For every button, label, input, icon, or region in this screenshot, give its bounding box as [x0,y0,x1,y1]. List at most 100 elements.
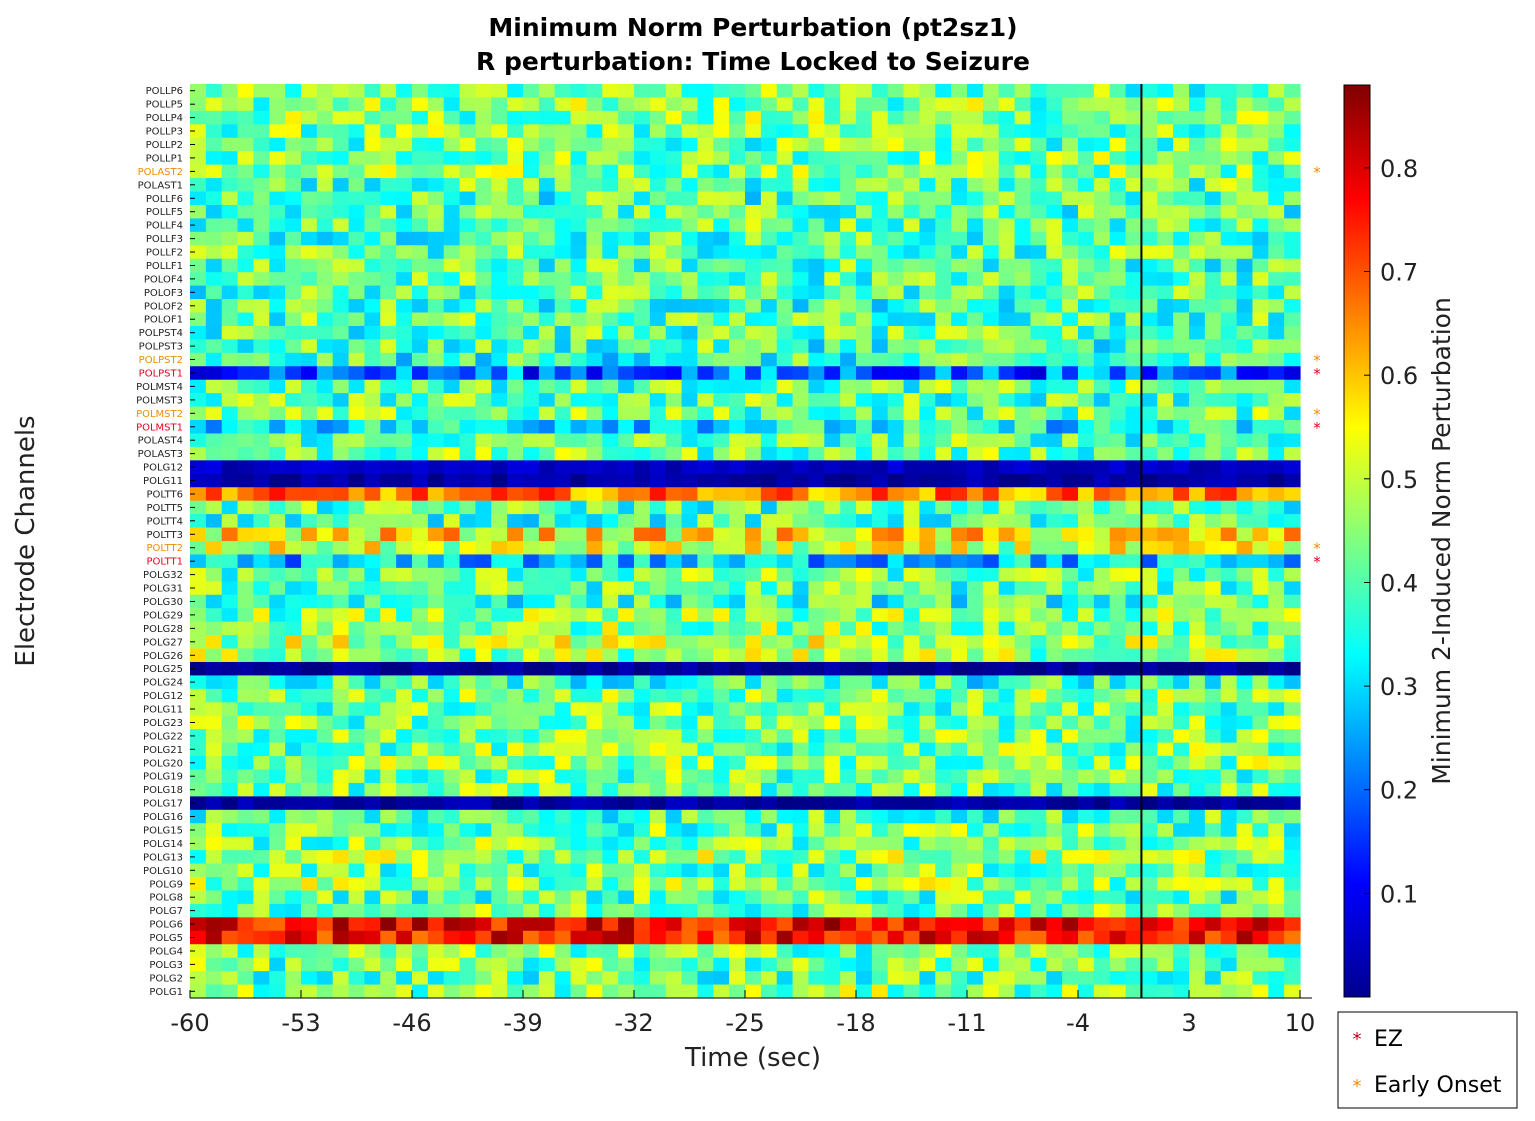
heatmap-cell [856,299,873,314]
channel-label: POLG4 [149,947,183,958]
heatmap-cell [1093,299,1111,314]
heatmap-cell [919,191,936,206]
heatmap-cell [221,245,239,260]
heatmap-cell [316,635,334,650]
heatmap-cell [1093,541,1111,556]
heatmap-cell [507,890,524,905]
heatmap-cell [681,204,699,220]
heatmap-cell [840,487,857,502]
heatmap-cell [840,460,857,475]
heatmap-cell [808,554,825,569]
heatmap-cell [681,688,699,703]
heatmap-cell [269,110,286,125]
heatmap-cell [808,675,825,690]
heatmap-cell [649,702,667,717]
heatmap-cell [760,688,778,703]
heatmap-cell [792,567,810,582]
heatmap-cell [1189,164,1206,179]
heatmap-cell [903,460,921,475]
heatmap-cell [380,312,397,327]
heatmap-cell [618,769,635,784]
heatmap-cell [1220,500,1238,515]
heatmap-cell [1284,675,1301,690]
heatmap-cell [205,836,223,851]
heatmap-cell [792,406,810,421]
heatmap-cell [951,688,968,703]
heatmap-cell [491,742,508,757]
heatmap-cell [792,164,810,179]
heatmap-cell [269,635,286,650]
heatmap-cell [364,675,381,690]
heatmap-cell [523,702,540,717]
heatmap-cell [1109,231,1127,246]
heatmap-cell [1252,903,1269,918]
heatmap-cell [427,433,445,448]
heatmap-cell [919,285,936,300]
heatmap-cell [1030,84,1047,99]
heatmap-cell [602,204,619,220]
heatmap-cell [1062,285,1079,300]
heatmap-cell [316,890,334,905]
heatmap-cell [1062,554,1079,569]
heatmap-cell [982,124,1000,139]
heatmap-cell [729,890,746,905]
heatmap-cell [285,393,302,408]
heatmap-cell [887,137,905,152]
heatmap-cell [1220,688,1238,703]
heatmap-cell [538,554,556,569]
heatmap-cell [919,393,936,408]
heatmap-cell [919,957,936,972]
heatmap-cell [792,325,810,340]
heatmap-cell [1189,648,1206,663]
heatmap-cell [1252,272,1269,287]
heatmap-cell [760,541,778,556]
heatmap-cell [412,514,429,529]
heatmap-cell [332,648,350,663]
heatmap-cell [570,110,588,125]
heatmap-cell [840,594,857,609]
heatmap-cell [840,742,857,757]
heatmap-cell [745,554,762,569]
heatmap-cell [1284,984,1301,999]
heatmap-cell [649,621,667,636]
heatmap-cell [412,742,429,757]
heatmap-cell [475,272,492,287]
heatmap-cell [190,648,207,663]
heatmap-cell [586,514,603,529]
heatmap-cell [792,231,810,246]
heatmap-cell [1189,863,1206,878]
heatmap-cell [285,903,302,918]
heatmap-cell [554,460,572,475]
heatmap-cell [459,729,477,744]
heatmap-cell [1204,339,1222,354]
heatmap-cell [1189,500,1206,515]
heatmap-cell [760,661,778,677]
heatmap-cell [982,944,1000,959]
heatmap-cell [475,675,492,690]
heatmap-cell [998,393,1016,408]
heatmap-cell [1125,621,1143,636]
heatmap-cell [396,782,413,797]
heatmap-cell [760,809,778,824]
heatmap-cell [745,110,762,125]
heatmap-cell [205,178,223,193]
channel-label: POLMST3 [136,395,183,406]
heatmap-cell [1109,178,1127,193]
heatmap-cell [982,433,1000,448]
heatmap-cell [1014,272,1032,287]
heatmap-cell [697,500,714,515]
heatmap-cell [1078,231,1095,246]
channel-label: POLOF4 [144,274,183,285]
heatmap-cell [459,84,477,99]
heatmap-cell [285,554,302,569]
heatmap-cell [554,567,572,582]
heatmap-cell [1093,178,1111,193]
y-axis-label: Electrode Channels [11,415,41,666]
heatmap-cell [1062,903,1079,918]
heatmap-cell [348,178,366,193]
heatmap-cell [634,957,651,972]
heatmap-cell [1062,957,1079,972]
heatmap-cell [475,850,492,865]
heatmap-cell [1284,809,1301,824]
heatmap-cell [1093,944,1111,959]
